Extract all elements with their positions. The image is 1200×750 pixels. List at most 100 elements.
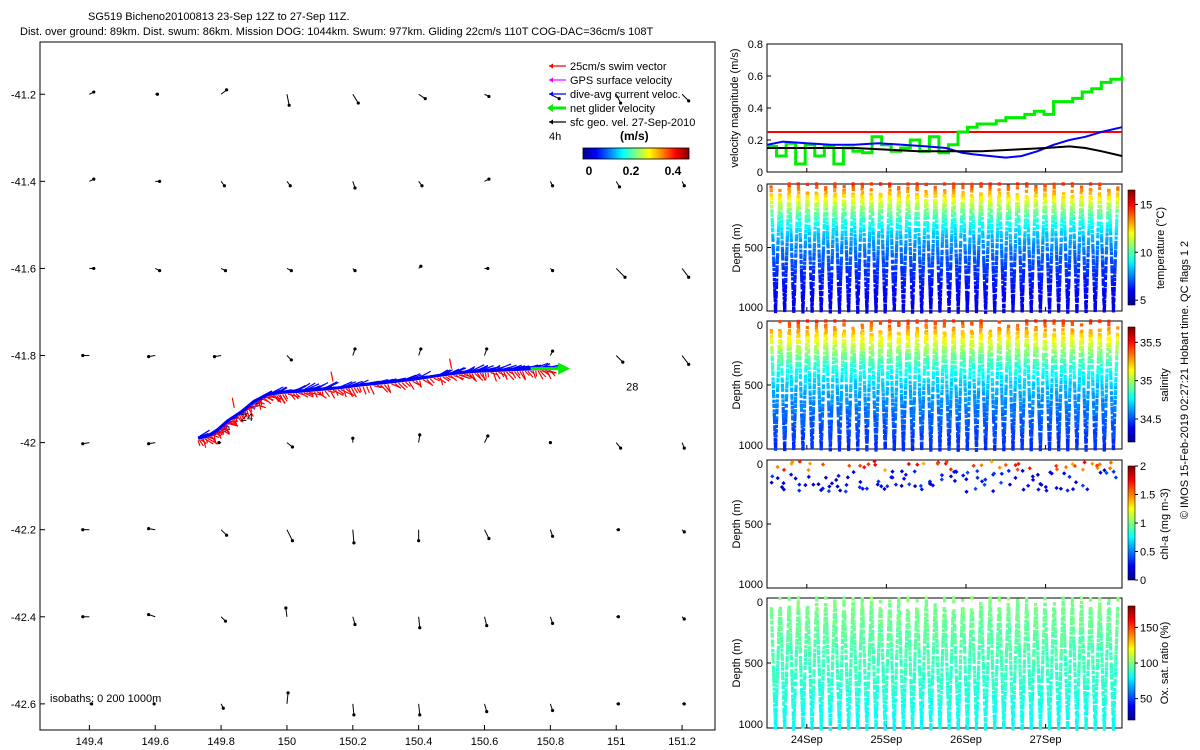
section-sample [775, 393, 780, 398]
section-sample [859, 361, 863, 365]
section-sample [935, 226, 939, 230]
section-sample [918, 393, 922, 397]
section-sample [1095, 268, 1099, 273]
section-sample [881, 378, 885, 382]
section-sample [839, 396, 843, 400]
section-sample [775, 268, 779, 272]
section-sample [867, 393, 871, 397]
section-sample [1010, 296, 1015, 300]
section-sample [787, 321, 791, 326]
section-sample [1041, 232, 1045, 236]
section-sample [1016, 202, 1020, 206]
geo-vector-head [619, 101, 623, 105]
section-sample [1088, 191, 1092, 196]
section-sample [1054, 233, 1058, 237]
section-sample [891, 272, 895, 276]
section-sample [799, 245, 803, 249]
section-sample [1017, 232, 1021, 236]
section-ytick-label: 1000 [739, 302, 763, 314]
section-sample [800, 286, 804, 290]
section-sample [894, 387, 899, 391]
section-sample [1081, 213, 1085, 217]
section-sample [989, 216, 994, 220]
section-sample [835, 371, 839, 375]
section-sample [789, 383, 794, 387]
section-sample [1025, 195, 1029, 200]
section-sample [849, 232, 853, 237]
section-sample [809, 276, 813, 281]
section-sample [1080, 197, 1084, 202]
section-sample [824, 323, 828, 327]
swim-vector [387, 384, 392, 393]
section-sample [826, 385, 830, 389]
section-sample [982, 256, 986, 260]
section-sample [977, 227, 982, 231]
section-sample [791, 292, 795, 296]
section-sample [909, 273, 913, 277]
section-sample [945, 251, 949, 256]
section-sample [982, 270, 986, 274]
section-sample [771, 252, 776, 256]
section-sample [983, 305, 988, 309]
section-sample [909, 268, 913, 272]
section-sample [835, 252, 840, 256]
geo-vector-head [290, 445, 295, 449]
section-sample [788, 207, 792, 211]
section-sample [929, 446, 933, 450]
section-sample [882, 293, 887, 297]
section-sample [1102, 293, 1106, 297]
section-sample [1002, 309, 1006, 313]
section-sample [906, 189, 910, 194]
section-sample [845, 279, 850, 284]
section-sample [959, 224, 963, 228]
section-sample [849, 377, 853, 381]
section-sample [773, 309, 778, 314]
section-sample [791, 427, 795, 432]
section-sample [1077, 248, 1081, 252]
section-sample [817, 239, 821, 243]
swim-vector [245, 409, 250, 419]
section-sample [869, 182, 874, 186]
section-sample [879, 331, 883, 335]
section-sample [1025, 201, 1029, 205]
section-sample [805, 319, 810, 323]
section-sample [883, 299, 887, 303]
section-sample [1091, 261, 1096, 265]
section-sample [868, 224, 872, 228]
section-sample [1053, 197, 1057, 202]
section-sample [891, 417, 895, 422]
section-sample [1087, 224, 1091, 228]
section-sample [875, 407, 880, 411]
section-sample [772, 404, 776, 408]
section-sample [827, 425, 832, 429]
section-sample [891, 280, 895, 284]
section-sample [996, 227, 1000, 231]
section-sample [916, 356, 921, 360]
section-sample [959, 219, 963, 224]
section-sample [797, 200, 801, 205]
section-sample [991, 277, 996, 282]
section-sample [856, 305, 860, 310]
section-sample [986, 240, 990, 244]
section-sample [778, 330, 783, 335]
section-sample [1022, 245, 1027, 250]
section-sample [790, 247, 794, 252]
swim-vector [313, 391, 318, 398]
section-sample [1029, 305, 1033, 310]
section-sample [831, 375, 835, 379]
section-sample [1092, 268, 1096, 273]
section-sample [952, 182, 956, 186]
section-sample [965, 296, 969, 300]
section-sample [1053, 204, 1057, 208]
section-sample [888, 331, 892, 335]
section-sample [1006, 186, 1011, 190]
section-sample [944, 223, 948, 227]
section-sample [924, 325, 929, 329]
section-sample [1044, 219, 1048, 223]
section-sample [1084, 300, 1088, 304]
section-sample [962, 223, 966, 228]
section-sample [1045, 248, 1049, 252]
section-sample [990, 226, 994, 230]
section-sample [1099, 229, 1104, 234]
